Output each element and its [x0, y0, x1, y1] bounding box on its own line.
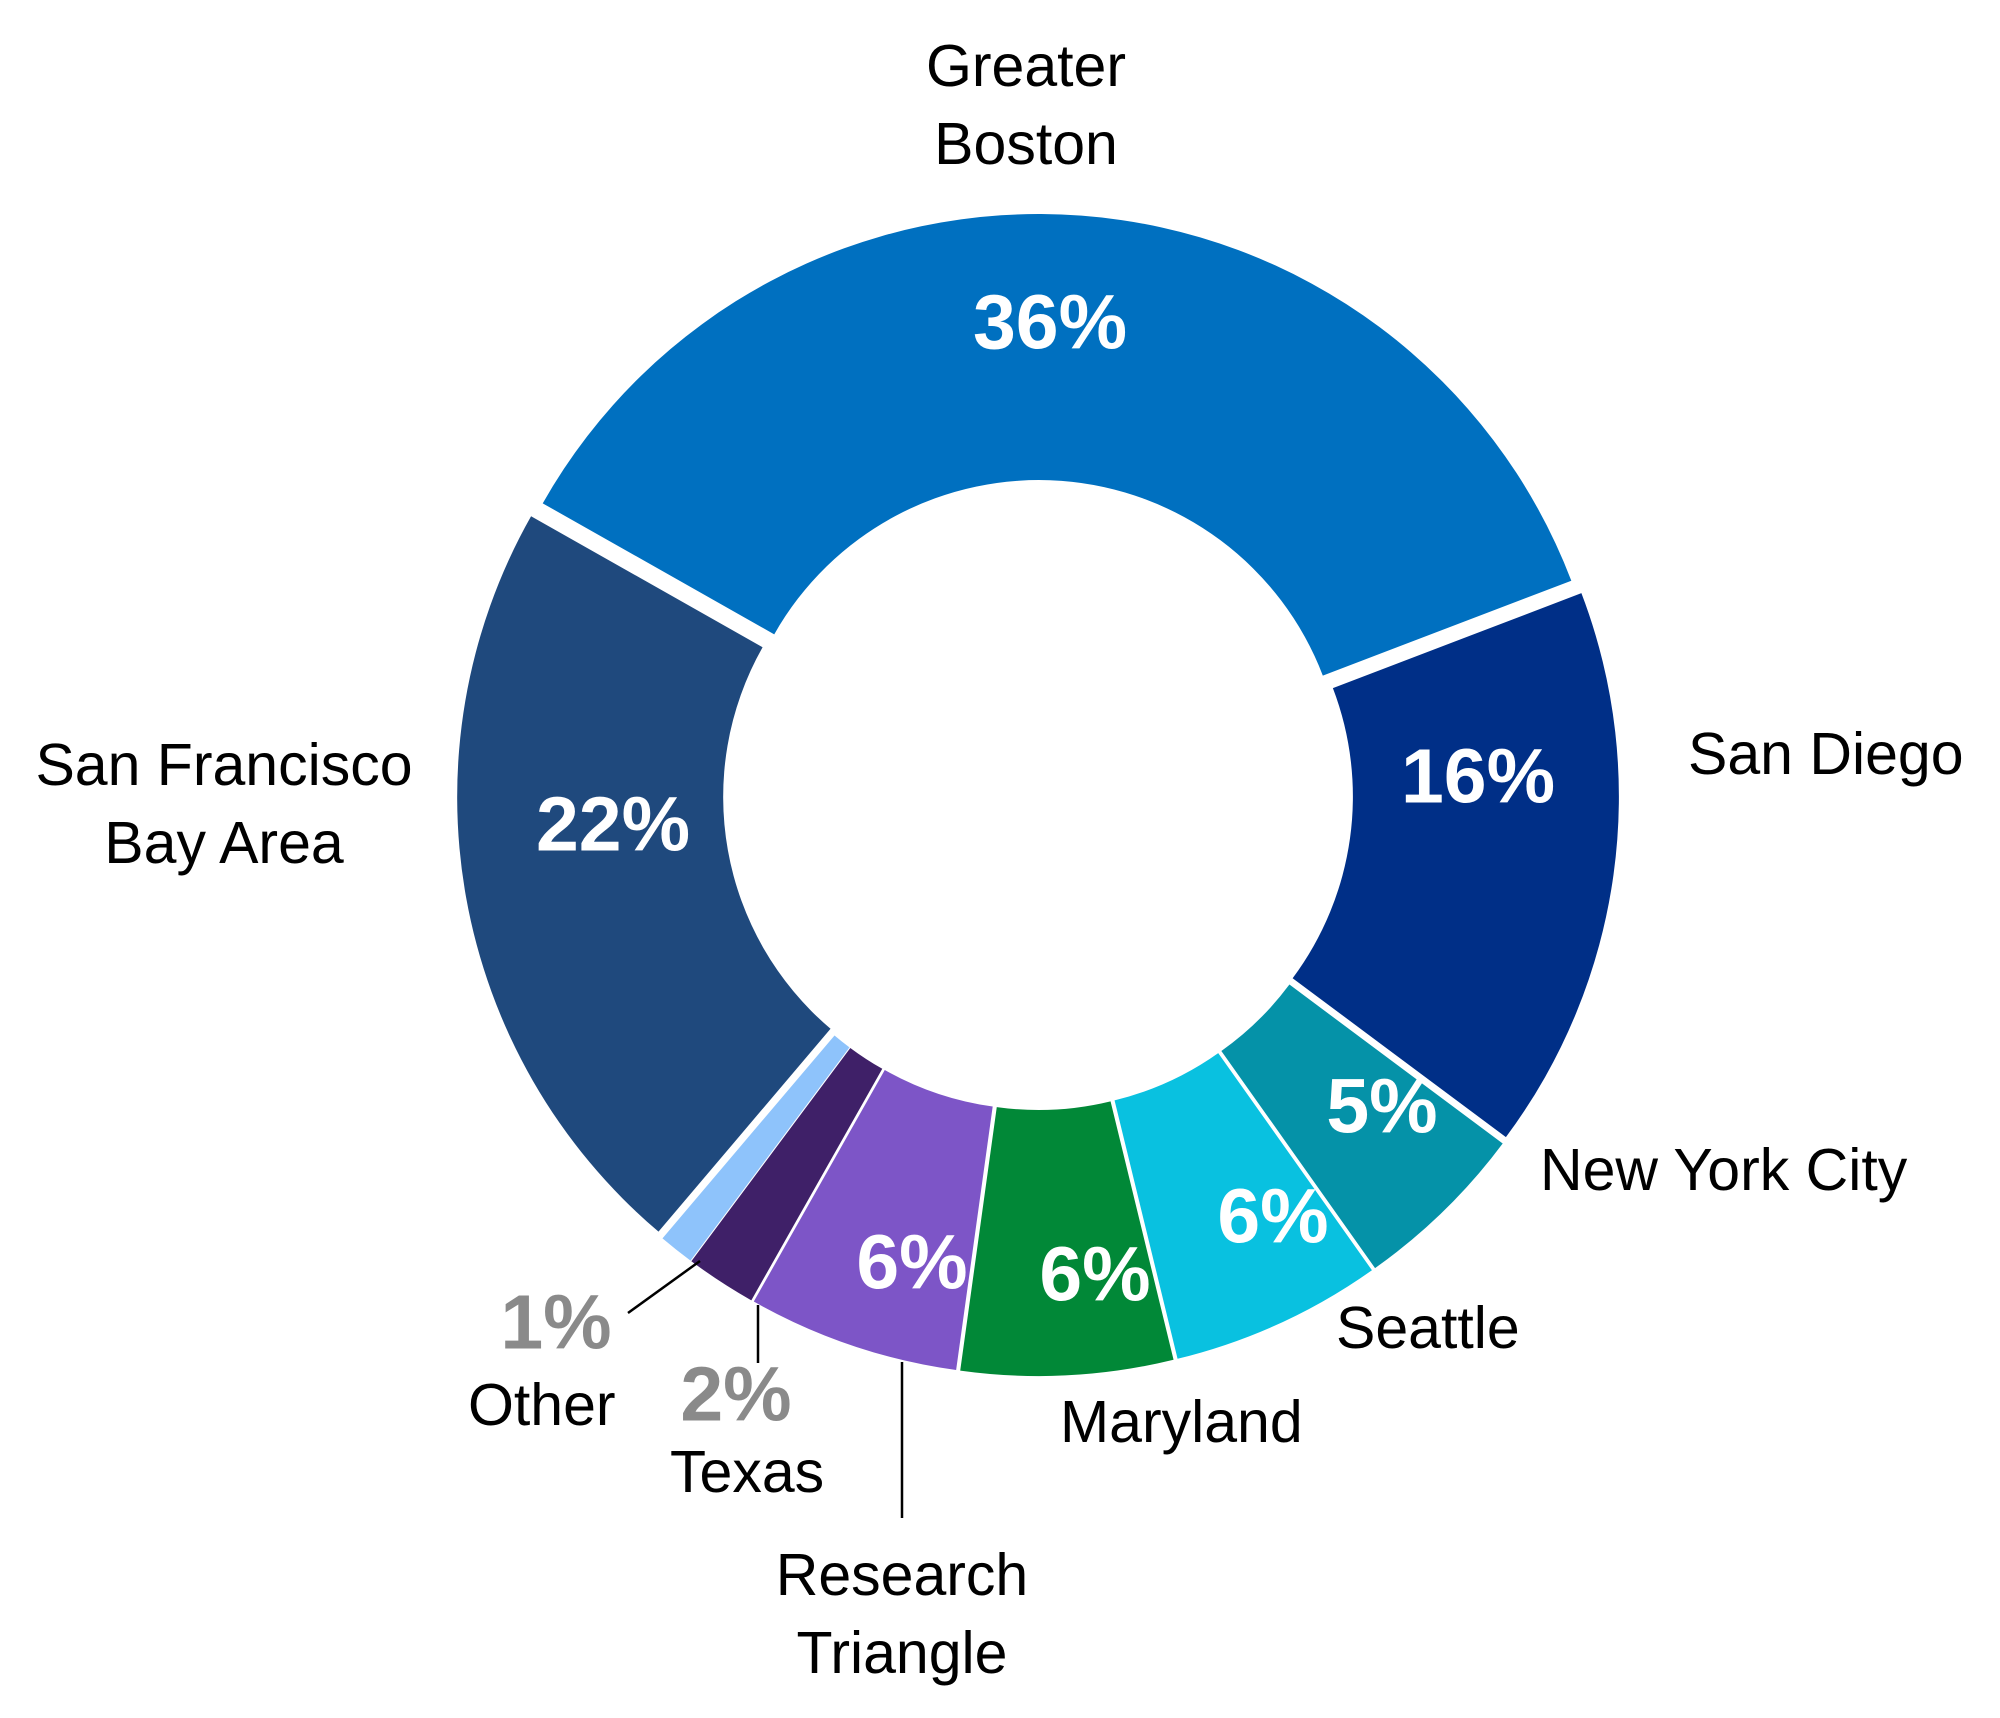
slice-san-diego	[1292, 593, 1619, 1138]
category-label-maryland: Maryland	[1060, 1389, 1303, 1455]
category-label-san-diego: San Diego	[1688, 721, 1964, 787]
data-label-research-triangle: 6%	[856, 1219, 967, 1305]
slice-other	[662, 1035, 850, 1261]
category-label-texas: Texas	[670, 1439, 824, 1505]
data-label-san-diego: 16%	[1401, 733, 1555, 819]
category-label-new-york-city: New York City	[1540, 1137, 1908, 1203]
slice-san-francisco-bay-area	[457, 516, 831, 1232]
category-label-research-triangle: Research Triangle	[776, 1542, 1029, 1686]
slice-research-triangle	[753, 1070, 993, 1371]
data-label-texas: 2%	[680, 1351, 791, 1437]
data-label-other: 1%	[500, 1279, 611, 1365]
slice-texas	[691, 1047, 883, 1301]
category-label-seattle: Seattle	[1336, 1295, 1520, 1361]
data-label-greater-boston: 36%	[973, 279, 1127, 365]
data-label-seattle: 6%	[1217, 1173, 1328, 1259]
slice-new-york-city	[1221, 984, 1503, 1269]
slice-seattle	[1114, 1053, 1372, 1359]
data-label-san-francisco-bay-area: 22%	[536, 781, 690, 867]
category-label-other: Other	[468, 1372, 616, 1438]
data-label-maryland: 6%	[1039, 1231, 1150, 1317]
category-label-greater-boston: Greater Boston	[926, 33, 1126, 177]
data-label-new-york-city: 5%	[1326, 1063, 1437, 1149]
slice-maryland	[960, 1101, 1174, 1376]
category-label-san-francisco-bay-area: San Francisco Bay Area	[35, 732, 412, 876]
slice-greater-boston	[542, 214, 1572, 676]
leader-line-other	[627, 1259, 701, 1315]
